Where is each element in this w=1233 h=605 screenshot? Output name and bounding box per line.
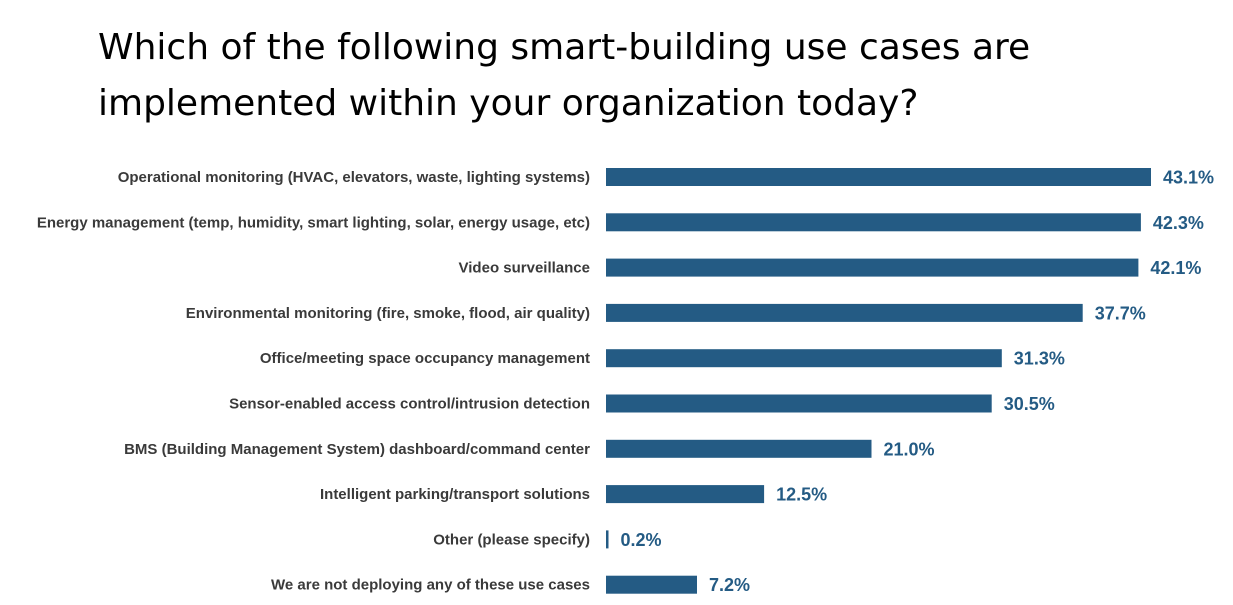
category-label-1: Energy management (temp, humidity, smart… xyxy=(37,214,590,231)
bar-5 xyxy=(606,394,992,413)
value-label-4: 31.3% xyxy=(1014,349,1065,369)
bar-9 xyxy=(606,575,697,594)
category-label-3: Environmental monitoring (fire, smoke, f… xyxy=(186,305,590,322)
value-label-5: 30.5% xyxy=(1004,394,1055,414)
bar-0 xyxy=(606,168,1151,186)
category-labels-group: Operational monitoring (HVAC, elevators,… xyxy=(37,169,590,594)
category-label-2: Video surveillance xyxy=(459,260,590,277)
category-label-9: We are not deploying any of these use ca… xyxy=(271,577,590,594)
value-labels-group: 43.1% 42.3% 42.1% 37.7% 31.3% 30.5% 21.0% 12.5%… xyxy=(621,168,1215,596)
bar-1 xyxy=(606,213,1141,232)
category-label-4: Office/meeting space occupancy managemen… xyxy=(260,350,590,367)
category-label-0: Operational monitoring (HVAC, elevators,… xyxy=(118,169,590,186)
category-label-6: BMS (Building Management System) dashboa… xyxy=(124,441,590,458)
bar-8 xyxy=(606,530,609,549)
value-label-6: 21.0% xyxy=(884,439,935,459)
value-label-8: 0.2% xyxy=(621,530,662,550)
bars-group xyxy=(606,168,1151,594)
category-label-7: Intelligent parking/transport solutions xyxy=(320,486,590,503)
value-label-9: 7.2% xyxy=(709,575,750,595)
value-label-7: 12.5% xyxy=(776,485,827,505)
bar-3 xyxy=(606,303,1083,322)
bar-6 xyxy=(606,439,872,458)
value-label-1: 42.3% xyxy=(1153,213,1204,233)
bar-2 xyxy=(606,258,1139,277)
bar-7 xyxy=(606,485,765,504)
category-label-5: Sensor-enabled access control/intrusion … xyxy=(229,396,590,413)
value-label-2: 42.1% xyxy=(1150,258,1201,278)
value-label-0: 43.1% xyxy=(1163,168,1214,188)
value-label-3: 37.7% xyxy=(1095,303,1146,323)
category-label-8: Other (please specify) xyxy=(433,531,590,548)
bar-4 xyxy=(606,349,1002,368)
chart-title: Which of the following smart-building us… xyxy=(98,27,1031,124)
